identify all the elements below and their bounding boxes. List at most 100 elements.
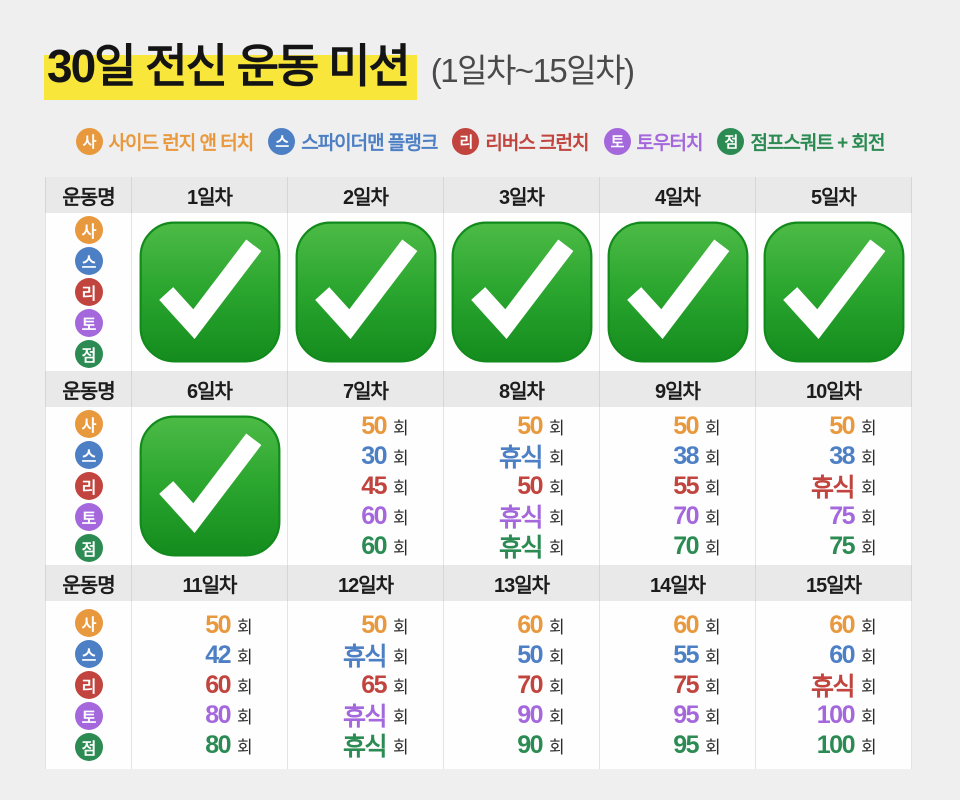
rep-count-value: 75 (829, 501, 855, 530)
day-header: 14일차 (600, 565, 756, 601)
rep-line: 55 회 (600, 640, 755, 670)
rep-line: 휴식 회 (444, 441, 599, 472)
legend-label: 토우터치 (636, 133, 704, 154)
day-header: 4일차 (600, 177, 756, 213)
rep-unit-label: 회 (237, 647, 253, 667)
rep-line: 60 회 (756, 610, 911, 640)
section-body-row: 사 스 리 토 점 50 회 30 회 45 회 60 회 60 회 50 회 휴식 회 50 회 휴식 회 휴식 회 50 회 38… (45, 407, 912, 565)
rep-line: 80 회 (132, 730, 287, 760)
rep-count-value: 42 (205, 640, 231, 669)
rep-count-value: 38 (829, 441, 855, 470)
rep-line: 80 회 (132, 700, 287, 730)
rep-count-value: 80 (205, 700, 231, 729)
rep-count-value: 75 (673, 670, 699, 699)
rep-count-value: 60 (361, 501, 387, 530)
rep-line: 50 회 (756, 411, 911, 441)
rep-line: 휴식 회 (444, 531, 599, 562)
day-header: 15일차 (756, 565, 912, 601)
rep-line: 휴식 회 (288, 730, 443, 761)
page-header: 30일 전신 운동 미션 (1일차~15일차) (0, 0, 960, 101)
rep-unit-label: 회 (237, 737, 253, 757)
rep-line: 50 회 (132, 610, 287, 640)
rep-count-value: 60 (673, 610, 699, 639)
rep-unit-label: 회 (861, 448, 877, 468)
section-header-row: 운동명 6일차 7일차 8일차 9일차 10일차 (45, 371, 912, 407)
rep-unit-label: 회 (861, 478, 877, 498)
rep-unit-label: 회 (549, 707, 565, 727)
rep-unit-label: 회 (705, 508, 721, 528)
rep-line: 45 회 (288, 471, 443, 501)
legend: 사 사이드 런지 앤 터치 스 스파이더맨 플랭크 리 리버스 크런치 토 토우터치 점 점프스쿼… (0, 128, 960, 155)
rep-unit-label: 회 (861, 538, 877, 558)
rep-unit-label: 회 (549, 737, 565, 757)
rep-line: 휴식 회 (288, 700, 443, 731)
day-cell (600, 213, 756, 371)
rep-unit-label: 회 (861, 677, 877, 697)
rep-count-value: 95 (673, 700, 699, 729)
rep-unit-label: 회 (549, 538, 565, 558)
rep-unit-label: 회 (393, 448, 409, 468)
day-cell: 60 회 50 회 70 회 90 회 90 회 (444, 601, 600, 769)
rep-count-value: 50 (517, 411, 543, 440)
rep-line: 90 회 (444, 700, 599, 730)
section-header-row: 운동명 1일차 2일차 3일차 4일차 5일차 (45, 177, 912, 213)
rep-line: 휴식 회 (288, 640, 443, 671)
rep-count-value: 50 (205, 610, 231, 639)
day-header: 7일차 (288, 371, 444, 407)
exercise-badge: 토 (74, 309, 103, 337)
exercise-badge: 사 (74, 609, 103, 637)
rep-unit-label: 회 (549, 508, 565, 528)
rep-unit-label: 회 (393, 707, 409, 727)
exercise-badge: 토 (74, 702, 103, 730)
rep-count-value: 100 (816, 700, 856, 729)
exercise-col-header: 운동명 (45, 177, 132, 213)
rep-line: 42 회 (132, 640, 287, 670)
rep-unit-label: 회 (705, 538, 721, 558)
rep-count-value: 60 (361, 531, 387, 560)
exercise-badge: 리 (74, 472, 103, 500)
day-header: 6일차 (132, 371, 288, 407)
rep-count-value: 50 (517, 640, 543, 669)
rep-count-value: 50 (829, 411, 855, 440)
rep-unit-label: 회 (393, 508, 409, 528)
day-header: 13일차 (444, 565, 600, 601)
rep-unit-label: 회 (549, 617, 565, 637)
rep-line: 50 회 (444, 640, 599, 670)
rep-unit-label: 회 (549, 448, 565, 468)
day-cell (288, 213, 444, 371)
section-body-row: 사 스 리 토 점 50 회 42 회 60 회 80 회 80 회 50 회 휴식 회 65 회 휴식 회 휴식 회 60 회 50… (45, 601, 912, 769)
rep-line: 70 회 (600, 501, 755, 531)
rep-unit-label: 회 (393, 478, 409, 498)
rep-count-value: 100 (816, 730, 856, 759)
rep-count-value: 45 (361, 471, 387, 500)
rep-count-value: 50 (361, 610, 387, 639)
legend-item: 점 점프스쿼트 + 회전 (717, 128, 885, 155)
rep-count-value: 휴식 (810, 673, 856, 701)
rep-unit-label: 회 (861, 647, 877, 667)
exercise-badge: 스 (74, 640, 103, 668)
day-cell (444, 213, 600, 371)
day-header: 1일차 (132, 177, 288, 213)
rep-unit-label: 회 (237, 707, 253, 727)
rep-count-value: 90 (517, 700, 543, 729)
rep-count-value: 휴식 (498, 534, 544, 562)
exercise-badge: 리 (74, 671, 103, 699)
page-title-range: (1일차~15일차) (430, 52, 635, 89)
exercise-badge: 스 (74, 441, 103, 469)
page-title: 30일 전신 운동 미션 (44, 30, 417, 101)
legend-item: 사 사이드 런지 앤 터치 (75, 128, 254, 155)
day-cell (132, 213, 288, 371)
rep-count-value: 70 (517, 670, 543, 699)
rep-count-value: 50 (361, 411, 387, 440)
exercise-badge: 점 (717, 128, 745, 155)
day-cell: 50 회 휴식 회 50 회 휴식 회 휴식 회 (444, 407, 600, 565)
rep-line: 38 회 (756, 441, 911, 471)
legend-item: 스 스파이더맨 플랭크 (268, 128, 438, 155)
day-header: 3일차 (444, 177, 600, 213)
rep-line: 38 회 (600, 441, 755, 471)
rep-line: 60 회 (756, 640, 911, 670)
rep-count-value: 50 (673, 411, 699, 440)
section-header-row: 운동명 11일차 12일차 13일차 14일차 15일차 (45, 565, 912, 601)
rep-line: 65 회 (288, 670, 443, 700)
